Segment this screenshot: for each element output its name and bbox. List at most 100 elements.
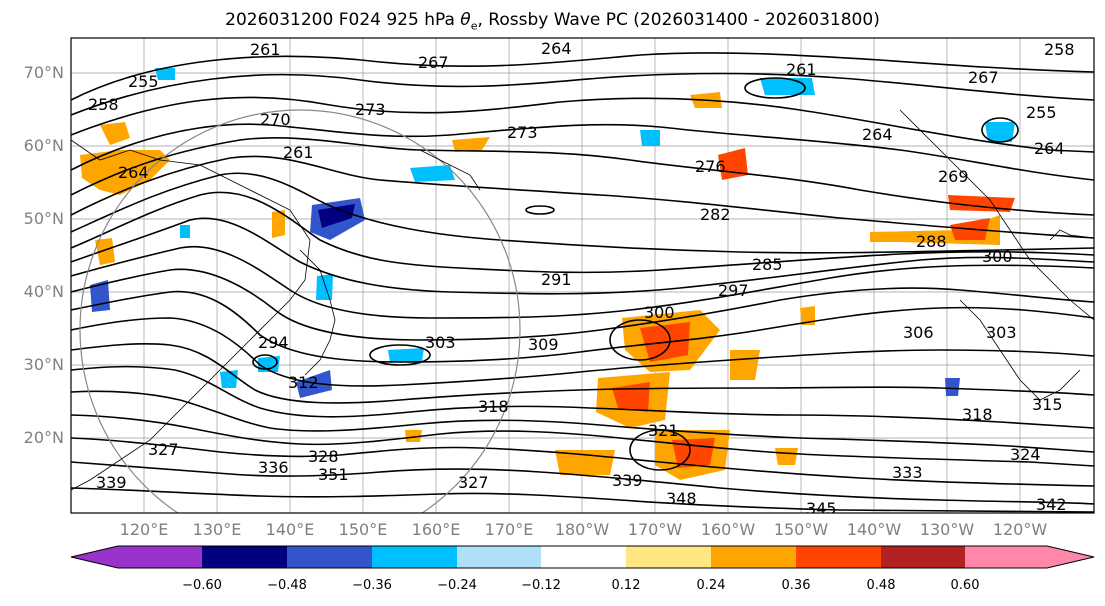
contour-label: 264 [1034,139,1065,158]
contour-label: 348 [666,489,697,508]
contour-label: 342 [1036,495,1067,514]
lon-label: 140°E [265,520,315,539]
colorbar-swatch-7 [711,546,796,568]
colorbar-swatch-8 [796,546,881,568]
colorbar-swatch-5 [541,546,626,568]
lon-label: 150°E [338,520,388,539]
positive-anomaly [452,137,490,152]
contour-label: 264 [862,125,893,144]
contour-label: 258 [88,95,119,114]
positive-anomaly [775,448,798,465]
positive-anomaly [100,122,130,145]
positive-anomaly [730,350,760,380]
contour-label: 261 [250,40,281,59]
colorbar-tick-label: 0.24 [696,578,726,593]
colorbar-tick-label: 0.12 [611,578,641,593]
negative-anomaly [760,78,815,95]
colorbar-tick-label: 0.48 [866,578,896,593]
negative-anomaly [985,122,1015,142]
contour-label: 318 [962,405,993,424]
colorbar-tick-label: 0.36 [781,578,811,593]
lat-label: 70°N [23,63,64,82]
positive-anomaly [405,430,422,442]
colorbar-swatch-1 [202,546,287,568]
negative-anomaly [296,370,332,398]
contour-label: 258 [1044,40,1075,59]
lon-label: 130°E [192,520,242,539]
lat-label: 60°N [23,136,64,155]
negative-anomaly [640,130,660,146]
map-frame-background [71,38,1094,513]
colorbar-tick-label: 0.60 [950,578,980,593]
positive-anomaly [672,438,715,468]
lon-label: 170°E [484,520,534,539]
contour-label: 300 [644,303,675,322]
colorbar-tick-label: −0.48 [267,578,307,593]
negative-anomaly [388,348,424,362]
contour-labels: 264 261 267 255 258 270 273 273 261 264 … [88,39,1075,518]
contour-label: 327 [148,440,179,459]
contour-label: 324 [1010,445,1041,464]
colorbar [70,545,1095,569]
contour-label: 336 [258,458,289,477]
colorbar-tick-label: −0.12 [521,578,561,593]
positive-anomaly [272,210,285,238]
theta-e-contours [71,52,1094,513]
contour-label: 327 [458,473,489,492]
contour-label: 264 [118,163,149,182]
lon-label: 130°W [919,520,975,539]
contour-label: 303 [425,333,456,352]
negative-anomaly [316,274,333,300]
negative-anomaly [410,165,455,182]
lon-label: 120°W [992,520,1048,539]
contour-label: 269 [938,167,969,186]
colorbar-swatch-4 [457,546,541,568]
colorbar-tick-label: −0.24 [437,578,477,593]
contour-label: 255 [1026,103,1057,122]
contour-label: 303 [986,323,1017,342]
contour-label: 315 [1032,395,1063,414]
contour-label: 306 [903,323,934,342]
colorbar-tick-label: −0.60 [182,578,222,593]
contour-label: 321 [648,421,679,440]
lon-label: 150°W [773,520,829,539]
positive-anomaly [800,306,815,325]
contour-label: 264 [541,39,572,58]
contour-label: 285 [752,255,783,274]
map-content: 264 261 267 255 258 270 273 273 261 264 … [71,38,1094,518]
contour-label: 328 [308,447,339,466]
contour-label: 267 [418,53,449,72]
lat-label: 40°N [23,282,64,301]
lon-label: 140°W [846,520,902,539]
lat-label: 30°N [23,355,64,374]
contour-label: 318 [478,397,509,416]
negative-anomaly [220,370,238,388]
lon-label: 160°W [700,520,756,539]
lon-label: 170°W [627,520,683,539]
contour-label: 291 [541,270,572,289]
contour-label: 333 [892,463,923,482]
contour-label: 288 [916,232,947,251]
contour-label: 339 [612,471,643,490]
contour-label: 300 [982,247,1013,266]
coastlines [71,109,1094,491]
contour-label: 273 [507,123,538,142]
contour-label: 294 [258,333,289,352]
contour-label: 345 [806,499,837,518]
contour-label: 276 [695,157,726,176]
lon-label: 160°E [411,520,461,539]
lon-label: 120°E [119,520,169,539]
lat-label: 50°N [23,209,64,228]
map-border [70,37,1095,514]
contour-label: 282 [700,205,731,224]
negative-anomaly [945,378,960,396]
contour-label: 351 [318,465,349,484]
contour-label: 267 [968,68,999,87]
positive-anomaly [80,150,170,195]
colorbar-swatch-0 [71,546,202,568]
contour-label: 309 [528,335,559,354]
negative-anomaly [180,225,190,238]
colorbar-swatch-9 [881,546,965,568]
colorbar-swatch-6 [626,546,711,568]
